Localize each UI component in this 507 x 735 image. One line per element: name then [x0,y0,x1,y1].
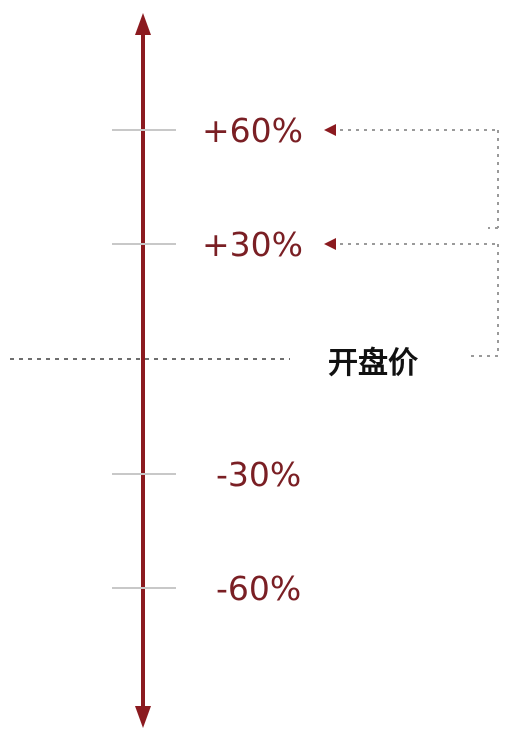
level-label: +30% [202,225,303,264]
opening-price-label: 开盘价 [328,346,418,381]
axis-up-arrow-icon [135,13,151,35]
price-levels: +60% +30% -30% -60% [112,111,499,608]
pointer-arrow-icon [324,124,336,136]
axis-down-arrow-icon [135,706,151,728]
level-label: -30% [216,455,301,494]
level-label: -60% [216,569,301,608]
pointer-arrow-icon [324,238,336,250]
level-label: +60% [202,111,303,150]
